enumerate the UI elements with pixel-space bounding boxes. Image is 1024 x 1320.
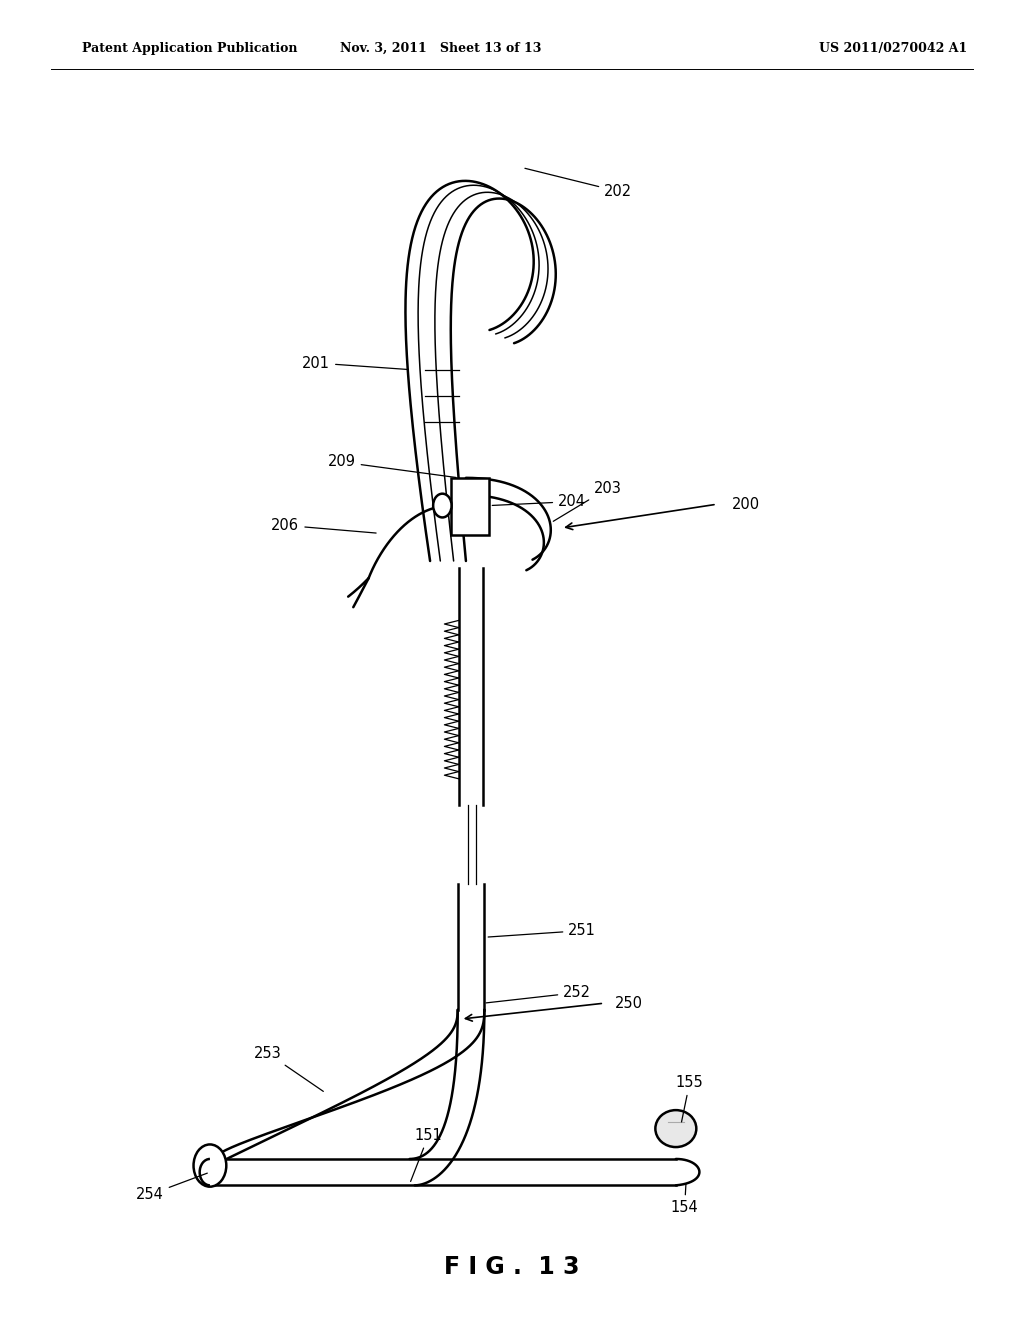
Text: 151: 151 (411, 1127, 442, 1181)
Text: 204: 204 (493, 494, 586, 510)
Circle shape (194, 1144, 226, 1187)
Text: 209: 209 (328, 454, 456, 478)
Text: 251: 251 (488, 923, 596, 939)
Circle shape (433, 494, 452, 517)
Text: 200: 200 (732, 496, 760, 512)
Text: 206: 206 (271, 517, 376, 533)
Bar (451, 478, 489, 535)
Text: F I G .  1 3: F I G . 1 3 (444, 1255, 580, 1279)
Text: 155: 155 (676, 1074, 703, 1122)
Ellipse shape (655, 1110, 696, 1147)
Text: US 2011/0270042 A1: US 2011/0270042 A1 (819, 42, 968, 55)
Text: 154: 154 (671, 1184, 698, 1216)
Text: Patent Application Publication: Patent Application Publication (82, 42, 297, 55)
Text: 203: 203 (553, 480, 622, 521)
Text: 201: 201 (302, 355, 407, 371)
Text: 253: 253 (254, 1045, 324, 1092)
Text: 202: 202 (525, 169, 632, 199)
Text: 250: 250 (614, 995, 642, 1011)
Text: 254: 254 (136, 1173, 207, 1203)
Text: Nov. 3, 2011   Sheet 13 of 13: Nov. 3, 2011 Sheet 13 of 13 (340, 42, 541, 55)
Text: 252: 252 (486, 985, 591, 1003)
